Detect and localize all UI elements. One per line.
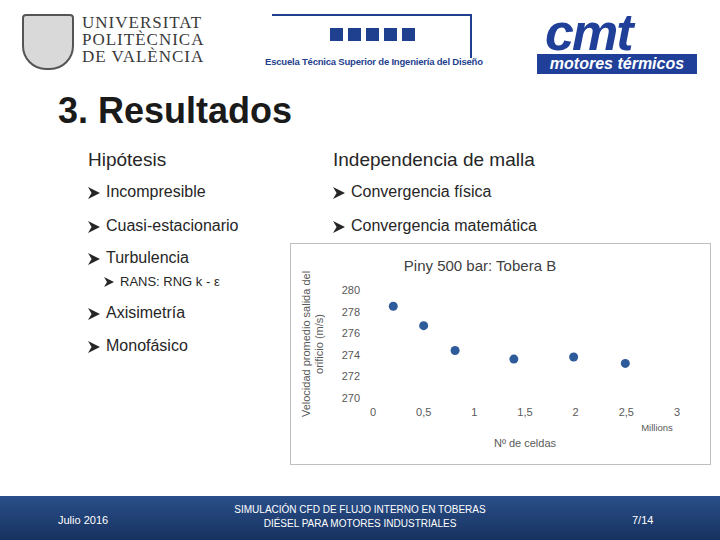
- bullet-text: Convergencia física: [351, 183, 492, 201]
- footer-title: SIMULACIÓN CFD DE FLUJO INTERNO EN TOBER…: [210, 504, 510, 515]
- etsid-block: [348, 28, 361, 41]
- footer-bar: Julio 2016 SIMULACIÓN CFD DE FLUJO INTERN…: [0, 496, 720, 540]
- footer-date: Julio 2016: [58, 514, 108, 526]
- bullet-arrow-shape: [88, 221, 100, 233]
- data-point: [569, 352, 578, 361]
- section-title: Independencia de malla: [333, 149, 535, 171]
- bullet-arrow: [88, 308, 100, 320]
- data-point: [451, 346, 460, 355]
- bullet-arrow-shape: [88, 253, 100, 265]
- x-tick-label: 2: [573, 406, 579, 418]
- bullet-text: Axisimetría: [106, 304, 185, 322]
- footer-page: 7/14: [632, 514, 653, 526]
- data-point: [621, 359, 630, 368]
- etsid-block: [330, 28, 343, 41]
- y-tick-label: 270: [342, 392, 360, 404]
- bullet-arrow: [333, 221, 345, 233]
- etsid-frame: [272, 14, 472, 58]
- bullet-arrow-shape: [104, 277, 114, 287]
- etsid-block: [384, 28, 397, 41]
- section-title: Hipótesis: [88, 149, 166, 171]
- cmt-sub: motores térmicos: [537, 54, 697, 74]
- bullet-arrow-shape: [88, 341, 100, 353]
- bullet-arrow: [88, 187, 100, 199]
- bullet-text: Turbulencia: [106, 249, 189, 267]
- bullet-arrow: [88, 221, 100, 233]
- chart-title: Piny 500 bar: Tobera B: [404, 257, 556, 274]
- points: [389, 302, 630, 368]
- data-point: [509, 355, 518, 364]
- x-tick-label: 1: [471, 406, 477, 418]
- y-tick-label: 280: [342, 284, 360, 296]
- data-point: [419, 321, 428, 330]
- upv-crest: [22, 14, 74, 70]
- etsid-block: [366, 28, 379, 41]
- bullet-arrow-shape: [333, 187, 345, 199]
- x-tick-label: 0,5: [416, 406, 431, 418]
- bullet-arrow-shape: [88, 308, 100, 320]
- x-axis-unit: Millions: [641, 422, 673, 433]
- bullet-arrow-shape: [88, 187, 100, 199]
- bullet-arrow: [104, 277, 114, 287]
- chart-frame: [291, 244, 711, 465]
- bullet-text: Convergencia matemática: [351, 217, 537, 235]
- y-tick-label: 276: [342, 327, 360, 339]
- footer-title: DIÉSEL PARA MOTORES INDUSTRIALES: [210, 518, 510, 529]
- x-tick-label: 1,5: [517, 406, 532, 418]
- bullet-arrow-shape: [333, 221, 345, 233]
- cmt-logo: cmt: [545, 2, 631, 62]
- data-point: [389, 302, 398, 311]
- bullet-arrow: [88, 253, 100, 265]
- upv-logo-text: DE VALÈNCIA: [82, 47, 204, 67]
- bullet-text: RANS: RNG k - ε: [120, 274, 220, 289]
- y-tick-label: 272: [342, 370, 360, 382]
- x-tick-label: 2,5: [619, 406, 634, 418]
- bullet-text: Cuasi-estacionario: [106, 217, 239, 235]
- x-tick-label: 3: [674, 406, 680, 418]
- bullet-text: Incompresible: [106, 183, 206, 201]
- bullet-arrow: [333, 187, 345, 199]
- y-tick-label: 278: [342, 306, 360, 318]
- y-tick-label: 274: [342, 349, 360, 361]
- chart: Piny 500 bar: Tobera B Velocidad promedio…: [290, 243, 711, 465]
- x-axis-label: Nº de celdas: [494, 437, 557, 449]
- bullet-text: Monofásico: [106, 337, 188, 355]
- etsid-text: Escuela Técnica Superior de Ingeniería d…: [265, 56, 483, 67]
- heading: 3. Resultados: [58, 90, 292, 132]
- y-axis-label: Velocidad promedio salida delorificio (m…: [300, 271, 325, 417]
- etsid-block: [402, 28, 415, 41]
- etsid-mark: [330, 28, 420, 42]
- x-tick-label: 0: [370, 406, 376, 418]
- bullet-arrow: [88, 341, 100, 353]
